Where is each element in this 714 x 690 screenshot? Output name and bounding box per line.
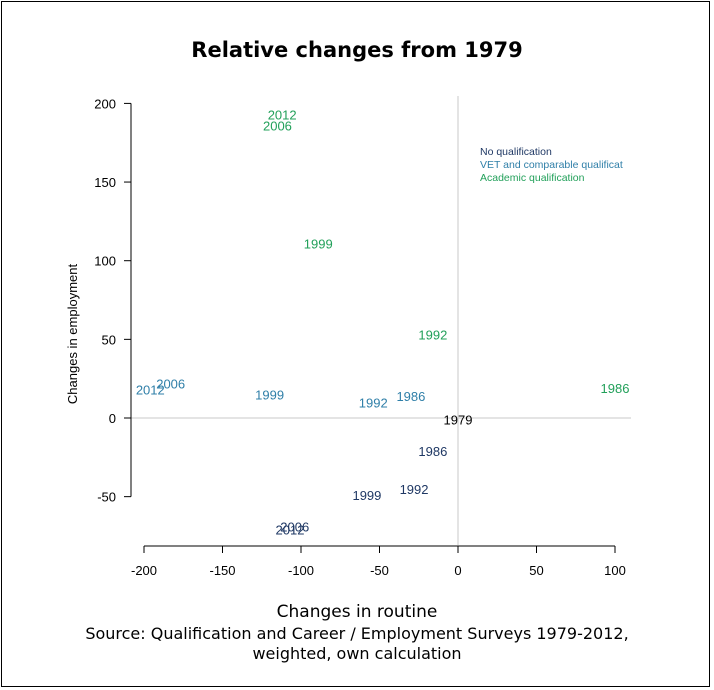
source-line-1: Source: Qualification and Career / Emplo… [85,624,629,643]
data-point-label: 1992 [359,395,388,410]
x-tick-label: -200 [131,563,157,578]
axes: -200 -150 -100 -50 0 50 100 -50 0 50 100 150 200 Chan… [65,96,631,578]
x-tick-label: -100 [288,563,314,578]
data-point-label: 1999 [304,236,333,251]
chart-title: Relative changes from 1979 [191,38,523,62]
data-point-label: 2012 [268,107,297,122]
y-axis-label: Changes in employment [65,264,80,405]
data-point-label: 2012 [136,383,165,398]
y-tick-label: 50 [102,332,116,347]
data-point-label: 1979 [444,413,473,428]
x-axis-label: Changes in routine [276,602,438,622]
x-tick-label: 0 [454,563,461,578]
x-tick-label: 50 [529,563,543,578]
y-tick-label: -50 [97,490,116,505]
data-points: 1986199219992006201219861992199920062012… [136,107,630,537]
y-tick-label: 150 [94,175,116,190]
x-tick-label: -150 [209,563,235,578]
y-tick-label: 0 [109,411,116,426]
source-note: Source: Qualification and Career / Emplo… [0,624,714,664]
data-point-label: 1986 [601,381,630,396]
data-point-label: 2006 [280,520,309,535]
x-tick-label: 100 [604,563,626,578]
data-point-label: 2012 [276,523,305,538]
legend-entry: No qualification [480,146,552,158]
data-point-label: 1992 [418,328,447,343]
legend-entry: VET and comparable qualificat [480,159,623,171]
y-tick-label: 100 [94,254,116,269]
source-line-2: weighted, own calculation [252,644,462,663]
data-point-label: 2006 [263,118,292,133]
legend-entry: Academic qualification [480,172,585,184]
data-point-label: 1986 [396,389,425,404]
scatter-plot: -200 -150 -100 -50 0 50 100 -50 0 50 100 150 200 Chan… [65,96,631,578]
x-tick-label: -50 [370,563,389,578]
data-point-label: 1999 [255,387,284,402]
data-point-label: 1999 [352,488,381,503]
data-point-label: 1986 [418,444,447,459]
y-tick-label: 200 [94,96,116,111]
data-point-label: 2006 [156,376,185,391]
data-point-label: 1992 [400,482,429,497]
